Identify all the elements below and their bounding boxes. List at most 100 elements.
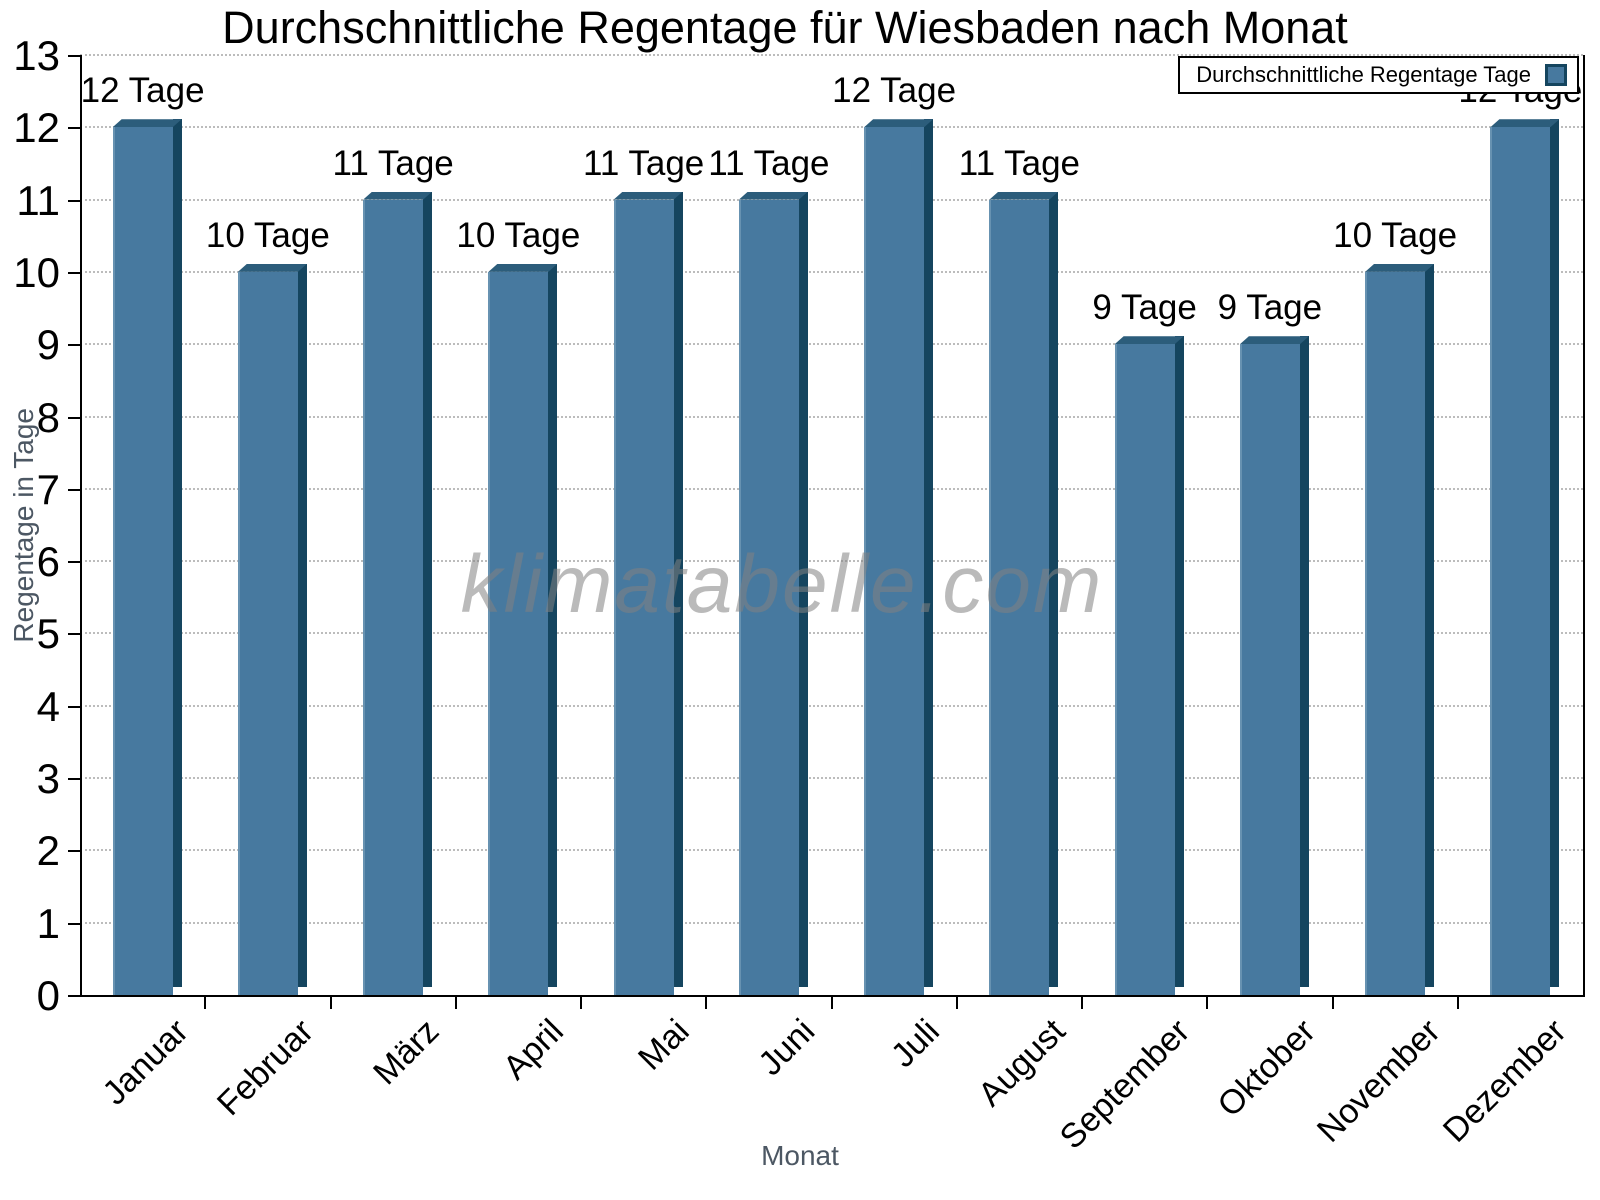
- bar: [1490, 119, 1560, 995]
- bar-side-face: [548, 263, 558, 987]
- gridline: [80, 270, 1583, 273]
- gridline: [80, 560, 1583, 563]
- bar-top-face: [613, 191, 683, 200]
- bar-side-face: [673, 191, 683, 987]
- y-tick-mark: [68, 488, 80, 491]
- bar-top-face: [237, 263, 307, 272]
- gridline: [80, 921, 1583, 924]
- bar: [989, 191, 1059, 995]
- bar: [112, 119, 182, 995]
- y-tick-label: 0: [36, 972, 60, 1019]
- bar-value-label: 11 Tage: [708, 143, 830, 183]
- bar-side-face: [1550, 119, 1560, 987]
- bar-side-face: [297, 263, 307, 987]
- gridline: [80, 198, 1583, 201]
- bar: [738, 191, 808, 995]
- bar-front-face: [738, 199, 799, 995]
- bar-value-label: 11 Tage: [582, 143, 705, 183]
- bar-front-face: [1239, 344, 1300, 995]
- y-tick-label: 7: [36, 465, 60, 513]
- bar-side-face: [1425, 263, 1435, 987]
- y-tick-mark: [68, 344, 80, 347]
- y-tick-label: 5: [36, 610, 60, 658]
- bar-value-label: 10 Tage: [1333, 215, 1458, 255]
- bar: [237, 263, 307, 995]
- bar-side-face: [924, 119, 934, 987]
- y-tick-label: 10: [13, 248, 60, 296]
- y-tick-label: 13: [13, 32, 60, 79]
- y-tick-mark: [68, 561, 80, 564]
- y-tick-label: 2: [36, 827, 60, 875]
- bar-side-face: [798, 191, 808, 987]
- y-tick-label: 8: [36, 393, 60, 441]
- bar: [1365, 263, 1435, 995]
- bar-value-label: 10 Tage: [456, 215, 581, 255]
- x-tick-mark: [705, 997, 708, 1009]
- y-axis-line: [80, 55, 82, 997]
- y-tick-mark: [68, 705, 80, 708]
- bar: [488, 263, 558, 995]
- legend-label: Durchschnittliche Regentage Tage: [1196, 62, 1531, 87]
- bar-value-label: 10 Tage: [205, 215, 330, 255]
- bar: [363, 191, 433, 995]
- bar-value-label: 11 Tage: [958, 143, 1081, 183]
- x-tick-label: November: [1310, 1012, 1448, 1150]
- bar-side-face: [1174, 336, 1184, 987]
- x-tick-mark: [454, 997, 457, 1009]
- y-tick-mark: [68, 850, 80, 853]
- bar-front-face: [1114, 344, 1175, 995]
- y-tick-mark: [68, 778, 80, 781]
- x-tick-label: August: [970, 1012, 1073, 1114]
- y-tick-label: 6: [36, 538, 60, 586]
- y-tick-mark: [68, 416, 80, 419]
- watermark: klimatabelle.com: [460, 539, 1104, 630]
- bar-front-face: [613, 199, 674, 995]
- bar-top-face: [864, 119, 934, 128]
- y-tick-label: 11: [16, 176, 60, 224]
- x-tick-label: Juni: [750, 1012, 822, 1083]
- bar-front-face: [1490, 127, 1551, 995]
- y-tick-label: 4: [36, 682, 60, 730]
- bar-value-label: 11 Tage: [332, 143, 454, 183]
- chart-title: Durchschnittliche Regentage für Wiesbade…: [222, 2, 1348, 53]
- x-tick-label: Dezember: [1435, 1012, 1574, 1150]
- legend-swatch-icon: [1545, 64, 1567, 86]
- gridline: [80, 54, 1583, 56]
- x-axis-line: [80, 995, 1585, 997]
- y-tick-label: 9: [36, 321, 60, 369]
- gridline: [80, 777, 1583, 780]
- bar: [1114, 336, 1184, 995]
- bar-top-face: [1490, 119, 1560, 128]
- gridline: [80, 343, 1583, 346]
- bar-value-label: 12 Tage: [832, 71, 957, 111]
- y-tick-label: 12: [13, 104, 60, 152]
- x-axis-title: Monat: [761, 1140, 839, 1171]
- bar: [864, 119, 934, 995]
- bar-front-face: [1365, 271, 1426, 995]
- y-tick-label: 3: [36, 755, 60, 803]
- bar-top-face: [112, 119, 182, 128]
- x-tick-label: Mai: [630, 1012, 697, 1078]
- bar-front-face: [989, 199, 1050, 995]
- bar-front-face: [237, 271, 298, 995]
- bar-front-face: [363, 199, 424, 995]
- x-tick-label: März: [365, 1012, 446, 1093]
- x-tick-label: Juli: [884, 1012, 947, 1075]
- y-tick-mark: [68, 995, 80, 997]
- gridline: [80, 849, 1583, 852]
- x-tick-label: Februar: [209, 1012, 321, 1124]
- x-tick-label: September: [1053, 1012, 1198, 1157]
- y-tick-label: 1: [36, 899, 60, 947]
- x-tick-mark: [830, 997, 833, 1009]
- bar-value-label: 9 Tage: [1217, 288, 1323, 328]
- x-tick-mark: [580, 997, 582, 1009]
- bar-top-face: [1114, 336, 1184, 345]
- y-axis-title: Regentage in Tage: [8, 408, 39, 643]
- x-tick-mark: [955, 997, 958, 1009]
- bar-value-label: 12 Tage: [80, 71, 205, 111]
- bar-top-face: [1239, 336, 1309, 345]
- bar-top-face: [1365, 263, 1435, 272]
- gridline: [80, 487, 1583, 490]
- bar: [1239, 336, 1309, 995]
- bar-top-face: [488, 263, 558, 272]
